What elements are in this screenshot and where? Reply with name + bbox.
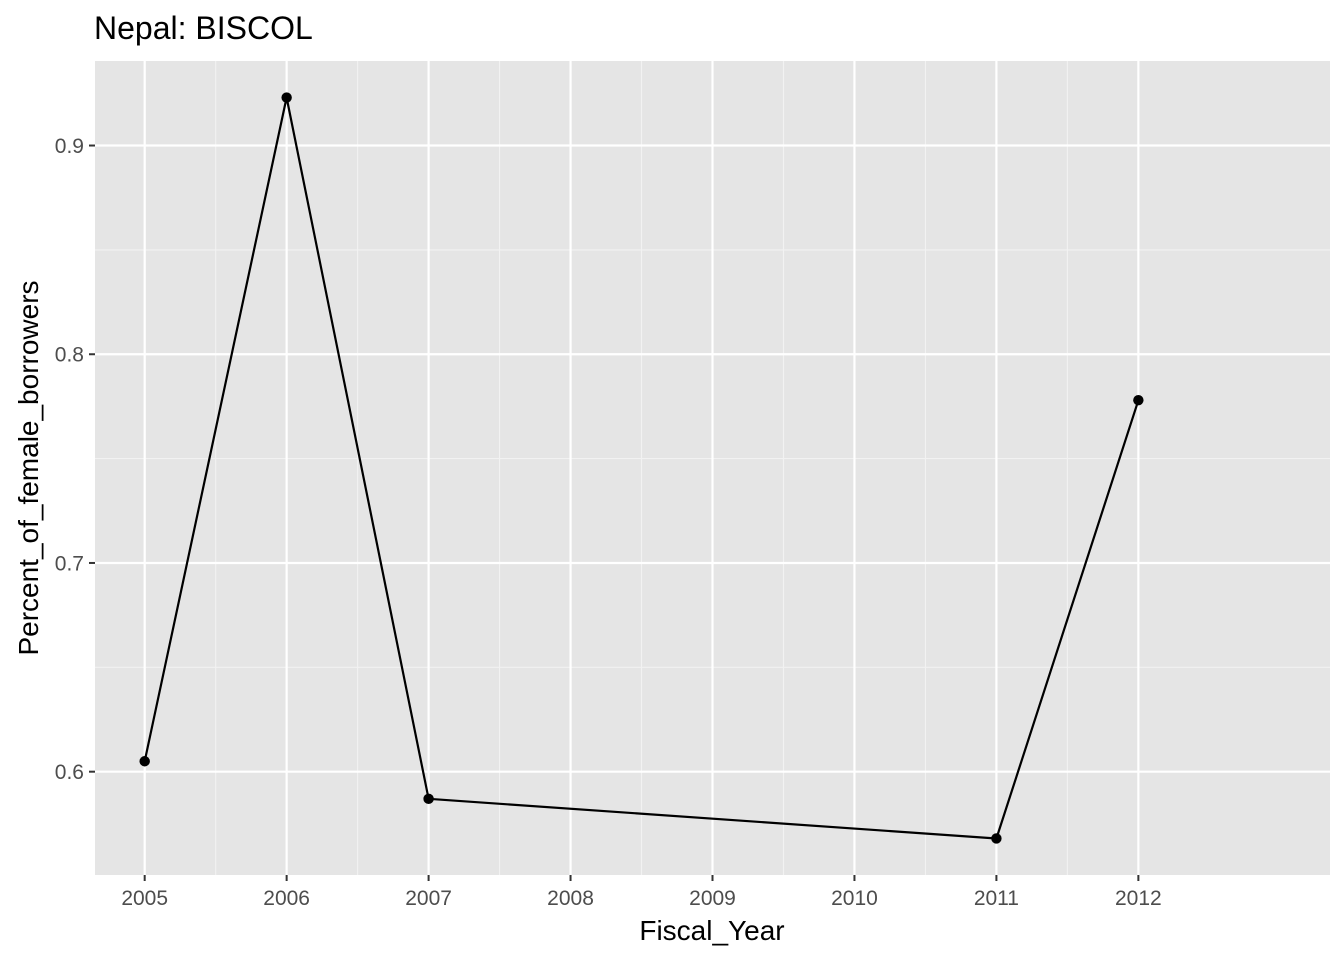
y-tick-label: 0.8 [55,344,84,367]
x-tick-label: 2011 [974,887,1019,910]
major-gridlines [95,61,1330,875]
y-tick-label: 0.6 [55,761,84,784]
data-point [1133,394,1144,406]
x-tick-label: 2009 [689,887,736,910]
data-point [281,92,292,103]
y-axis: 0.6 0.7 0.8 0.9 [55,135,95,784]
x-tick-label: 2012 [1115,887,1162,910]
x-tick-label: 2006 [263,887,310,910]
x-tick-label: 2010 [831,887,878,910]
x-tick-label: 2005 [121,887,168,910]
chart-title: Nepal: BISCOL [94,10,313,46]
x-axis: 2005 2006 2007 2008 2009 2010 2011 2012 [121,875,1162,910]
data-point [139,756,150,767]
data-point [423,793,434,805]
y-axis-title: Percent_of_female_borrowers [13,280,44,655]
data-point [991,833,1002,844]
y-tick-label: 0.9 [55,135,84,158]
x-tick-label: 2007 [405,887,452,910]
x-axis-title: Fiscal_Year [639,915,784,946]
series-layer [139,92,1144,844]
y-tick-label: 0.7 [55,552,84,575]
x-tick-label: 2008 [547,887,594,910]
